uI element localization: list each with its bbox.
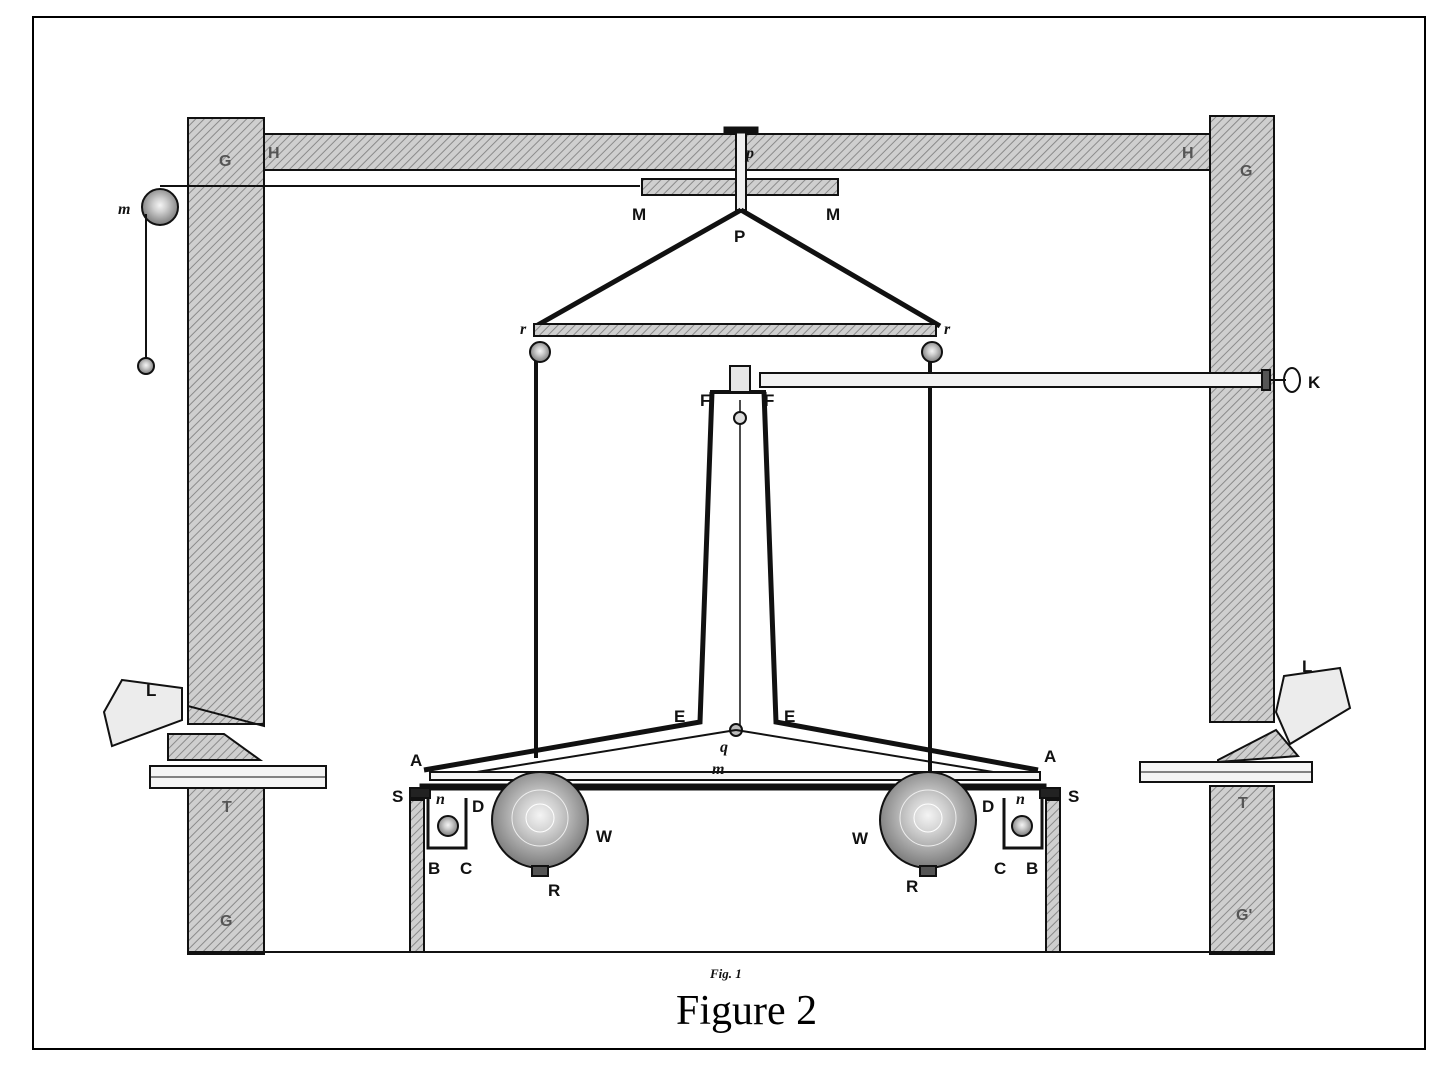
figure-caption: Figure 2 — [676, 988, 817, 1034]
rod-end — [1261, 369, 1271, 391]
label-E: E — [674, 707, 685, 726]
telescope-K — [759, 367, 1301, 393]
case-right-wall — [761, 391, 1039, 773]
label-G-prime: G' — [1236, 907, 1252, 924]
cup-right — [1002, 790, 1044, 850]
pedestal-right — [1045, 799, 1061, 953]
label-D: D — [982, 797, 994, 816]
counter-weight — [137, 357, 155, 375]
suspension-rod-p — [735, 129, 747, 211]
torsion-case — [423, 365, 1039, 779]
small-ball-right — [1011, 815, 1033, 837]
label-m: m — [118, 201, 130, 218]
lamp-left-L — [102, 678, 327, 789]
label-M: M — [826, 205, 840, 224]
rod-cap-p — [723, 126, 759, 134]
label-r: r — [944, 321, 951, 338]
label-G: G — [219, 153, 231, 170]
left-pillar-G — [187, 117, 265, 725]
label-T: T — [222, 799, 232, 816]
label-D: D — [472, 797, 484, 816]
knob-K — [1283, 367, 1301, 393]
left-pillar-foot — [187, 704, 265, 728]
label-R: R — [906, 877, 918, 896]
label-r: r — [520, 321, 527, 338]
label-G: G — [220, 913, 232, 930]
bar-rr — [533, 323, 937, 337]
lamp-body-right — [1274, 666, 1352, 746]
sphere-W-right-ring1 — [899, 789, 957, 847]
r-pulleys — [529, 341, 943, 363]
right-pillar-G — [1209, 115, 1275, 723]
label-H: H — [1182, 145, 1194, 162]
screw-S-right — [1039, 787, 1061, 799]
fibre-clamp — [733, 411, 747, 425]
label-H: H — [268, 145, 280, 162]
pulley-r-right — [921, 341, 943, 363]
small-ball-left — [437, 815, 459, 837]
large-spheres — [491, 771, 977, 877]
torsion-head-F — [729, 365, 751, 393]
pulley-wheel — [141, 188, 179, 226]
label-L: L — [1302, 657, 1312, 676]
pedestal-left — [409, 799, 425, 953]
left-pillar-G-lower — [187, 787, 265, 955]
label-F: F — [700, 391, 710, 410]
case-left-wall — [423, 391, 715, 773]
label-A: A — [1044, 747, 1056, 766]
diagram-labels: G H H G p M M m P r r F F K E E A A q m … — [118, 145, 1321, 930]
label-P: P — [734, 227, 745, 246]
right-pillar-G-lower — [1209, 785, 1275, 955]
top-beam-H — [187, 133, 1275, 171]
label-M: M — [632, 205, 646, 224]
sphere-W-left-ring2 — [525, 803, 555, 833]
lamp-body-left — [102, 678, 183, 748]
lamp-support-left — [167, 733, 264, 761]
sphere-W-left-ring1 — [511, 789, 569, 847]
label-R: R — [548, 881, 560, 900]
label-n: n — [1016, 791, 1025, 808]
label-S: S — [392, 787, 403, 806]
label-B: B — [428, 859, 440, 878]
frame-structure — [187, 115, 1275, 955]
label-C: C — [460, 859, 472, 878]
label-K: K — [1308, 373, 1321, 392]
arm-q-left — [439, 729, 737, 779]
suspension-assembly — [160, 126, 942, 780]
label-m: m — [712, 761, 724, 778]
label-G: G — [1240, 163, 1252, 180]
label-E: E — [784, 707, 795, 726]
label-q: q — [720, 739, 728, 756]
sphere-R-right — [919, 865, 937, 877]
small-figure-caption: Fig. 1 — [709, 966, 742, 981]
label-n: n — [436, 791, 445, 808]
telescope-rod — [759, 372, 1265, 388]
label-C: C — [994, 859, 1006, 878]
cord-P-right — [739, 207, 942, 329]
pulley-r-left — [529, 341, 551, 363]
arm-q-right — [735, 729, 1031, 779]
sphere-W-left — [491, 771, 589, 869]
lamp-right-L — [1139, 666, 1352, 783]
label-A: A — [410, 751, 422, 770]
cup-left — [426, 790, 468, 850]
label-W: W — [852, 829, 869, 848]
label-L: L — [146, 681, 156, 700]
sphere-R-left — [531, 865, 549, 877]
pedestals — [409, 787, 1061, 953]
label-p: p — [744, 145, 754, 162]
rod-m — [429, 771, 1041, 781]
label-T: T — [1238, 795, 1248, 812]
pulley-m — [137, 188, 179, 375]
label-S: S — [1068, 787, 1079, 806]
sphere-W-right-ring2 — [913, 803, 943, 833]
label-B: B — [1026, 859, 1038, 878]
label-W: W — [596, 827, 613, 846]
label-F: F — [764, 391, 774, 410]
sphere-W-right — [879, 771, 977, 869]
screw-S-left — [409, 787, 431, 799]
cups — [426, 790, 1044, 850]
cord-P-left — [534, 207, 743, 329]
